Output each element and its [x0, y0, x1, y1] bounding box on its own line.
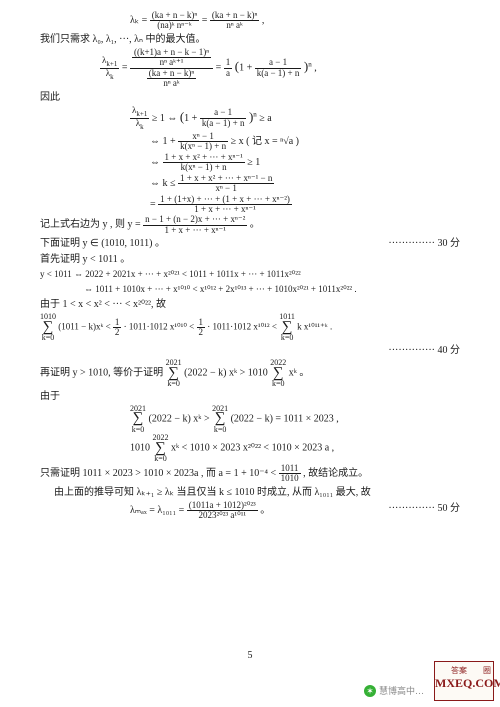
- line-since: 由于: [40, 389, 466, 404]
- line-define-y: 记上式右边为 y , 则 y = n − 1 + (n − 2)x + ··· …: [40, 215, 466, 235]
- eq1-lhs: λₖ =: [130, 15, 147, 26]
- chain-4: ⇔ k ≤ 1 + x + x² + ··· + xⁿ⁻¹ − nxⁿ − 1: [150, 174, 466, 194]
- text-need-max: 我们只需求 λ₀, λ₁, ···, λₙ 中的最大值。: [40, 32, 466, 47]
- page-number: 5: [0, 650, 500, 661]
- ineq-lt-2: ⇔ 1011 + 1010x + ··· + x¹⁰¹⁰ < x¹⁰¹² + 2…: [84, 283, 466, 297]
- sum-1: 1010∑k=0: [40, 313, 56, 342]
- sum-2: 1011∑k=0: [279, 313, 295, 342]
- score-40: ·············· 40 分: [388, 343, 460, 358]
- line-conclusion: 由上面的推导可知 λₖ₊₁ ≥ λₖ 当且仅当 k ≤ 1010 时成立, 从而…: [54, 485, 466, 500]
- text-therefore: 因此: [40, 90, 466, 105]
- chain-5: = 1 + (1+x) + ··· + (1 + x + ··· + xⁿ⁻²)…: [150, 195, 466, 215]
- chain-3: ⇔ 1 + x + x² + ··· + xⁿ⁻¹k(xⁿ − 1) + n ≥…: [150, 153, 466, 173]
- ineq-lt-1: y < 1011 ⇔ 2022 + 2021x + ··· + x²⁰²¹ < …: [40, 268, 466, 282]
- line-gt: 再证明 y > 1010, 等价于证明 2021∑k=0 (2022 − k) …: [40, 359, 466, 388]
- eq1-frac2: (ka + n − k)ⁿnⁿ aᵏ: [210, 11, 259, 31]
- eq2-1a: 1a: [224, 58, 233, 78]
- eq2-inner: a − 1k(a − 1) + n: [255, 58, 302, 78]
- score-30: ·············· 30 分: [388, 236, 460, 251]
- formula-lambda-k: λₖ = (ka + n − k)ⁿ(na)ᵏ nⁿ⁻ᵏ = (ka + n −…: [130, 11, 466, 31]
- wechat-icon: ✶: [364, 685, 376, 697]
- final-formula: λₘₐₓ = λ₁₀₁₁ = (1011a + 1012)²⁰²³2023²⁰²…: [130, 501, 466, 521]
- ineq-lt-3: 由于 1 < x < x² < ··· < x²⁰²², 故: [40, 297, 466, 312]
- formula-ratio: λk+1λk = ((k+1)a + n − k − 1)ⁿnⁿ aᵏ⁺¹ (k…: [100, 48, 466, 89]
- since-1: 2021∑k=0 (2022 − k) xᵏ > 2021∑k=0 (2022 …: [130, 405, 466, 434]
- watermark-stamp: 答案 圈 MXEQ.COM: [434, 661, 494, 701]
- line-only-need: 只需证明 1011 × 2023 > 1010 × 2023a , 而 a = …: [40, 464, 466, 484]
- since-2: 1010 2022∑k=0 xᵏ < 1010 × 2023 x²⁰²² < 1…: [130, 434, 466, 463]
- chain-2: ⇔ 1 + xⁿ − 1k(xⁿ − 1) + n ≥ x ( 记 x = ⁿ√…: [150, 132, 466, 152]
- sum-line: 1010∑k=0 (1011 − k)xᵏ < 12 · 1011·1012 x…: [40, 313, 466, 342]
- eq2-big-frac: ((k+1)a + n − k − 1)ⁿnⁿ aᵏ⁺¹ (ka + n − k…: [130, 48, 213, 89]
- line-claim: 下面证明 y ∈ (1010, 1011) 。 ·············· 3…: [40, 236, 466, 251]
- chain-1: λk+1λk ≥ 1 ⇔ (1 + a − 1k(a − 1) + n )n ≥…: [130, 106, 466, 131]
- eq1-frac1: (ka + n − k)ⁿ(na)ᵏ nⁿ⁻ᵏ: [150, 11, 199, 31]
- watermark-wechat: ✶慧博高中…: [364, 684, 424, 697]
- score-50: ·············· 50 分: [388, 501, 460, 516]
- line-first-prove: 首先证明 y < 1011 。: [40, 252, 466, 267]
- eq2-lhs-frac: λk+1λk: [100, 56, 119, 81]
